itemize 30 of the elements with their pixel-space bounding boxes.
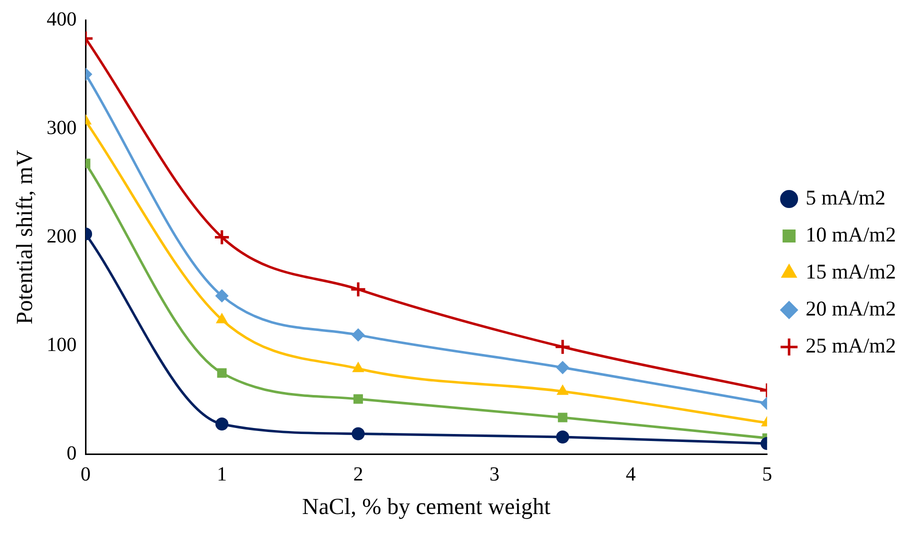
point [558, 412, 568, 422]
point [352, 427, 365, 440]
x-tick-label: 5 [762, 464, 772, 486]
legend-label: 25 mA/m2 [806, 334, 896, 358]
y-axis-title: Potential shift, mV [12, 150, 37, 324]
y-tick-label: 400 [46, 8, 77, 30]
point [217, 368, 227, 378]
point [352, 328, 365, 342]
x-axis-title: NaCl, % by cement weight [302, 494, 552, 520]
x-tick-label: 4 [626, 464, 636, 486]
point [214, 228, 230, 246]
point [215, 289, 228, 302]
legend-label: 20 mA/m2 [806, 296, 896, 321]
x-tick-label: 0 [80, 464, 91, 486]
legend-label: 15 mA/m2 [806, 260, 896, 284]
point [353, 394, 363, 404]
y-tick-label: 300 [46, 116, 77, 139]
x-tick-label: 2 [353, 464, 364, 486]
point [216, 313, 228, 324]
x-tick-label: 3 [489, 464, 500, 486]
y-tick-label: 0 [66, 442, 77, 465]
point [350, 281, 366, 298]
point [554, 338, 571, 356]
point [352, 362, 364, 372]
y-tick-label: 200 [46, 225, 77, 248]
legend-label: 5 mA/m2 [806, 186, 886, 210]
x-tick-label: 1 [216, 464, 227, 486]
point [215, 417, 228, 430]
y-tick-label: 100 [46, 334, 77, 356]
legend-label: 10 mA/m2 [806, 222, 896, 247]
